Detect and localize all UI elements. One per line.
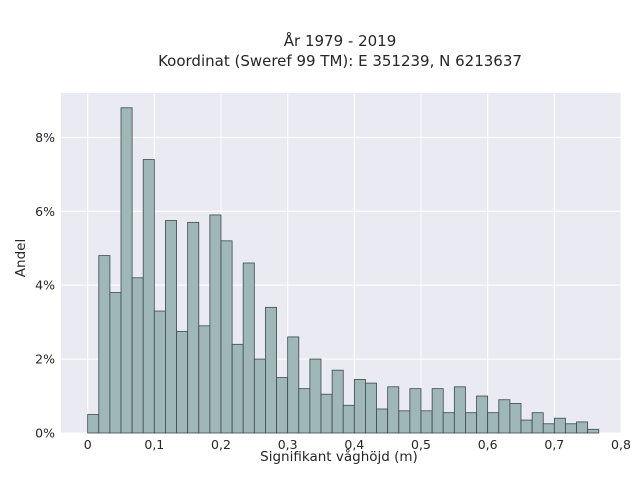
histogram-bar — [353, 379, 366, 434]
y-tick-label: 6% — [35, 204, 55, 219]
histogram-bar — [320, 393, 333, 434]
histogram-bar — [553, 417, 566, 434]
histogram-bar — [276, 377, 289, 434]
x-tick-label: 0,1 — [144, 437, 164, 452]
histogram-bar — [376, 408, 389, 434]
histogram-bar — [209, 214, 222, 434]
histogram-bar — [131, 277, 144, 434]
histogram-bar — [253, 358, 266, 434]
bars — [87, 107, 600, 434]
histogram-bar — [420, 410, 433, 434]
histogram-bar — [231, 343, 244, 434]
histogram-bar — [576, 421, 589, 434]
x-axis-ticks: 0 0,1 0,2 0,3 0,4 0,5 0,6 0,7 0,8 — [84, 437, 631, 452]
histogram-bar — [409, 388, 422, 434]
histogram-bar — [309, 358, 322, 434]
x-tick-label: 0,3 — [278, 437, 298, 452]
histogram-bar — [476, 395, 489, 434]
x-tick-label: 0,5 — [411, 437, 431, 452]
histogram-bar — [87, 414, 100, 434]
histogram-bar — [342, 404, 355, 434]
histogram-bar — [220, 240, 233, 434]
y-axis-ticks: 0% 2% 4% 6% 8% — [35, 130, 55, 441]
y-tick-label: 8% — [35, 130, 55, 145]
x-tick-label: 0,7 — [544, 437, 564, 452]
histogram-bar — [509, 403, 522, 434]
x-tick-label: 0 — [84, 437, 92, 452]
histogram-bar — [365, 382, 377, 434]
histogram-bar — [531, 412, 544, 434]
histogram-bar — [198, 325, 211, 434]
x-tick-label: 0,6 — [478, 437, 498, 452]
histogram-bar — [565, 423, 577, 434]
y-tick-label: 0% — [35, 426, 55, 441]
histogram-bar — [487, 412, 500, 434]
histogram-bar — [542, 423, 555, 434]
histogram-bar — [176, 330, 189, 434]
histogram-bar — [265, 306, 277, 434]
histogram-bar — [520, 419, 533, 434]
chart-subtitle: Koordinat (Sweref 99 TM): E 351239, N 62… — [158, 52, 522, 70]
histogram-bar — [453, 386, 466, 434]
chart-title: År 1979 - 2019 — [284, 31, 397, 50]
histogram-bar — [109, 292, 122, 434]
histogram-bar — [587, 428, 600, 434]
histogram-bar — [387, 386, 400, 434]
histogram-bar — [187, 221, 200, 434]
y-axis-label: Andel — [13, 239, 29, 277]
y-tick-label: 4% — [35, 278, 55, 293]
x-axis-label: Signifikant våghöjd (m) — [260, 448, 418, 465]
histogram-bar — [431, 388, 444, 434]
y-tick-label: 2% — [35, 352, 55, 367]
histogram-bar — [465, 412, 477, 434]
histogram-bar — [98, 255, 111, 434]
histogram-bar — [298, 388, 311, 434]
histogram-bar — [153, 310, 166, 434]
x-tick-label: 0,4 — [344, 437, 364, 452]
histogram-bar — [498, 399, 511, 434]
histogram-bar — [331, 369, 344, 434]
histogram-bar — [242, 262, 255, 434]
histogram-bar — [287, 336, 300, 434]
histogram-bar — [442, 412, 455, 434]
histogram-bar — [398, 410, 411, 434]
histogram-bar — [120, 107, 133, 434]
histogram-bar — [142, 159, 155, 434]
x-tick-label: 0,2 — [211, 437, 231, 452]
histogram-bar — [165, 220, 177, 434]
x-tick-label: 0,8 — [611, 437, 631, 452]
